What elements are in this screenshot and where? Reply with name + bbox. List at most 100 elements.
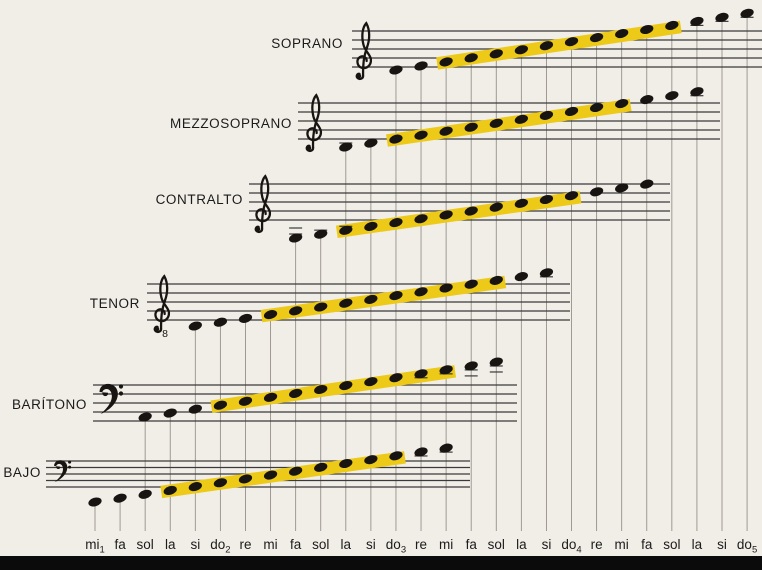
note [439,126,453,136]
voice-bajo: BAJO [3,443,470,507]
note [163,485,177,495]
note [88,497,102,507]
note [263,470,278,480]
pitch-label: do4 [561,537,581,556]
note [289,466,303,476]
note [489,49,503,59]
note [740,8,754,18]
pitch-label: do2 [210,537,230,556]
pitch-label: si [366,537,376,552]
voice-label-tenor: TENOR [90,296,140,311]
note [640,179,654,189]
note [489,357,503,367]
note [113,493,127,503]
note [289,233,303,243]
note [439,283,453,293]
notes-soprano [389,8,754,75]
note [364,294,378,304]
voice-label-bajo: BAJO [3,465,41,480]
pitch-axis-labels: mi1 fa sol la si do2 re mi fa sol la si do3 re mi fa sol… [85,537,757,556]
notes-baritono [138,357,503,422]
voice-label-soprano: SOPRANO [271,36,343,51]
pitch-label: la [692,537,703,552]
note [489,118,503,128]
tessitura-band [260,275,507,323]
voice-label-baritono: BARÍTONO [12,397,87,412]
pitch-label: fa [466,537,478,552]
note [414,447,428,457]
note [389,373,403,383]
pitch-label: fa [641,537,653,552]
note [464,53,478,63]
pitch-label: do5 [737,537,757,556]
tessitura-band [335,190,582,238]
bottom-bar [0,556,762,570]
note [589,33,604,43]
note [389,451,403,461]
note [640,95,654,105]
notes-tenor [188,268,554,331]
pitch-label: fa [290,537,302,552]
note [640,24,654,35]
note [389,65,403,75]
note [690,87,704,97]
pitch-label: do3 [386,537,406,556]
note [414,214,428,224]
note [339,458,353,469]
note [339,142,353,152]
note [414,130,428,140]
note [665,91,679,101]
note [589,102,604,113]
tessitura-band [386,98,632,147]
voice-label-mezzosoprano: MEZZOSOPRANO [170,116,292,131]
note [665,20,679,30]
pitch-label: la [341,537,352,552]
pitch-label: re [239,537,251,552]
note [690,16,704,26]
note [263,310,278,320]
note [715,12,729,22]
note [564,191,579,201]
note [238,474,253,484]
pitch-label: re [415,537,427,552]
note [314,302,328,312]
note [238,396,253,406]
note [439,57,453,67]
note [464,206,478,216]
note [489,275,503,285]
note [188,482,202,492]
note [364,221,378,231]
voice-baritono: BARÍTONO [12,357,517,422]
pitch-label: fa [114,537,126,552]
note [514,272,528,282]
pitch-label: si [542,537,552,552]
note [564,106,579,116]
note [339,225,353,235]
note [263,392,278,402]
note [213,400,228,410]
note [439,210,453,220]
note [289,306,303,316]
pitch-label: sol [137,537,154,552]
note [589,187,604,197]
note [615,99,629,109]
pitch-label: la [516,537,527,552]
note [163,408,177,418]
voice-mezzosoprano: MEZZOSOPRANO [170,87,720,153]
note [439,443,453,453]
voice-tenor: 8 TENOR [90,268,570,340]
note [238,313,253,323]
note [539,268,554,278]
note [364,377,378,387]
note [489,202,503,212]
pitch-label: si [190,537,200,552]
note [564,37,579,47]
pitch-label: mi [263,537,277,552]
notes-bajo [88,443,453,507]
voice-label-contralto: CONTRALTO [156,192,243,207]
note [314,462,328,472]
note [138,412,152,422]
octave-8-mark: 8 [162,328,168,340]
note [314,384,328,395]
